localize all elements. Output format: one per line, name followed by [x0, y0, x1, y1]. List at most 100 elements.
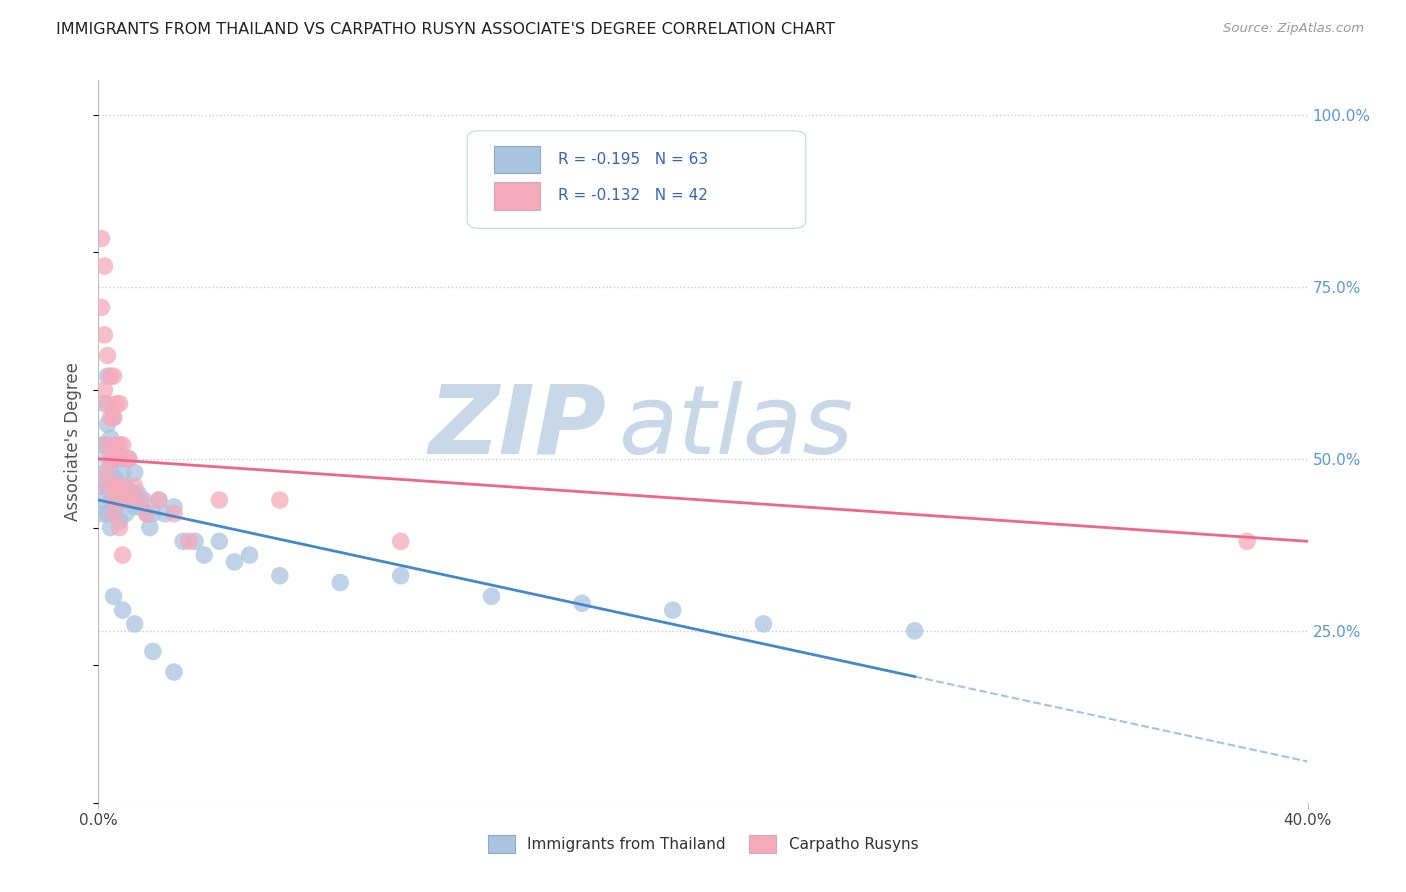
Point: [153, 507, 176, 521]
Point: [105, 500, 128, 514]
Point: [93, 327, 115, 342]
Point: [129, 500, 152, 514]
Point: [132, 493, 155, 508]
Point: [135, 507, 157, 521]
Point: [103, 410, 125, 425]
Point: [193, 548, 215, 562]
Point: [100, 493, 122, 508]
Point: [208, 493, 231, 508]
Point: [103, 479, 125, 493]
Point: [111, 479, 134, 493]
Point: [103, 507, 125, 521]
Point: [269, 493, 291, 508]
Point: [108, 520, 131, 534]
Point: [118, 451, 141, 466]
Point: [105, 479, 128, 493]
Point: [904, 624, 927, 638]
Point: [124, 500, 146, 514]
Point: [118, 493, 141, 508]
Point: [184, 534, 207, 549]
Point: [269, 568, 291, 582]
FancyBboxPatch shape: [467, 131, 806, 228]
Point: [108, 397, 131, 411]
Point: [1236, 534, 1258, 549]
Point: [389, 568, 412, 582]
Point: [100, 431, 122, 445]
Point: [118, 451, 141, 466]
Point: [93, 397, 115, 411]
Point: [96, 417, 118, 432]
Text: ZIP: ZIP: [429, 381, 606, 474]
Point: [93, 259, 115, 273]
Point: [114, 451, 136, 466]
Point: [96, 466, 118, 480]
Point: [105, 438, 128, 452]
Point: [108, 486, 131, 500]
Point: [93, 466, 115, 480]
Point: [139, 520, 162, 534]
Text: Source: ZipAtlas.com: Source: ZipAtlas.com: [1223, 22, 1364, 36]
Point: [103, 507, 125, 521]
Point: [114, 479, 136, 493]
Text: R = -0.132   N = 42: R = -0.132 N = 42: [558, 188, 707, 203]
Legend: Immigrants from Thailand, Carpatho Rusyns: Immigrants from Thailand, Carpatho Rusyn…: [479, 827, 927, 860]
Point: [96, 507, 118, 521]
Point: [105, 397, 128, 411]
Point: [661, 603, 683, 617]
Point: [96, 438, 118, 452]
Point: [148, 493, 170, 508]
Point: [135, 507, 157, 521]
Point: [208, 534, 231, 549]
Point: [90, 507, 112, 521]
Point: [389, 534, 412, 549]
Point: [121, 486, 143, 500]
Point: [100, 451, 122, 466]
Point: [111, 548, 134, 562]
Point: [103, 451, 125, 466]
Point: [111, 438, 134, 452]
FancyBboxPatch shape: [494, 146, 540, 173]
Point: [114, 493, 136, 508]
Point: [129, 493, 152, 508]
Point: [96, 451, 118, 466]
Text: IMMIGRANTS FROM THAILAND VS CARPATHO RUSYN ASSOCIATE'S DEGREE CORRELATION CHART: IMMIGRANTS FROM THAILAND VS CARPATHO RUS…: [56, 22, 835, 37]
Y-axis label: Associate's Degree: Associate's Degree: [65, 362, 83, 521]
Point: [124, 616, 146, 631]
Point: [103, 369, 125, 384]
Point: [239, 548, 262, 562]
Point: [114, 507, 136, 521]
Point: [103, 590, 125, 604]
Point: [163, 665, 186, 679]
Point: [108, 451, 131, 466]
Point: [105, 438, 128, 452]
Point: [142, 507, 165, 521]
Point: [96, 479, 118, 493]
Point: [127, 486, 149, 500]
Point: [93, 493, 115, 508]
Point: [103, 410, 125, 425]
Point: [100, 410, 122, 425]
Point: [100, 466, 122, 480]
Point: [90, 479, 112, 493]
Point: [108, 514, 131, 528]
Point: [124, 466, 146, 480]
Point: [163, 500, 186, 514]
Point: [96, 369, 118, 384]
Point: [179, 534, 201, 549]
Point: [571, 596, 593, 610]
Point: [93, 383, 115, 397]
Point: [103, 451, 125, 466]
Point: [224, 555, 246, 569]
Point: [108, 479, 131, 493]
Point: [124, 479, 146, 493]
Point: [329, 575, 352, 590]
Point: [100, 369, 122, 384]
Point: [96, 397, 118, 411]
Point: [163, 507, 186, 521]
Point: [100, 520, 122, 534]
Point: [111, 493, 134, 508]
Point: [90, 301, 112, 315]
FancyBboxPatch shape: [494, 182, 540, 210]
Text: R = -0.195   N = 63: R = -0.195 N = 63: [558, 153, 709, 168]
Point: [96, 349, 118, 363]
